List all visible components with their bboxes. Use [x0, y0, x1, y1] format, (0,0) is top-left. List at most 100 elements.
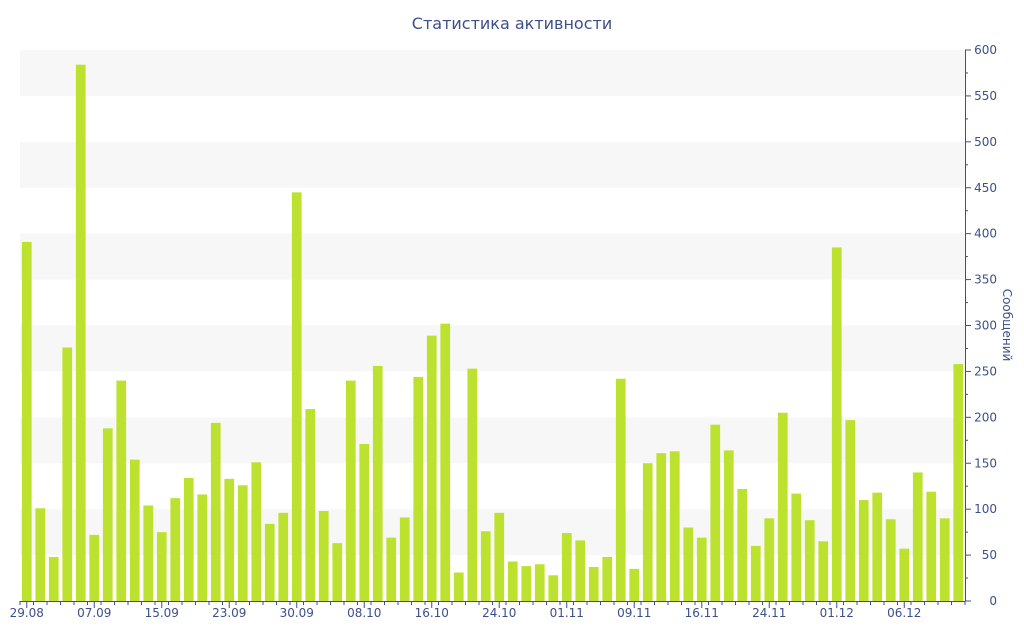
bar — [602, 556, 613, 601]
x-tick-label: 23.09 — [212, 606, 246, 620]
bar — [710, 424, 721, 601]
y-tick-label: 350 — [974, 273, 997, 287]
bar — [413, 376, 424, 601]
bar — [764, 518, 775, 601]
bar — [386, 537, 397, 601]
y-tick-label: 500 — [974, 135, 997, 149]
grid-bands — [20, 50, 965, 556]
bar — [696, 537, 707, 601]
bar — [723, 450, 734, 601]
x-tick-label: 24.10 — [482, 606, 516, 620]
grid-band — [20, 325, 965, 372]
y-axis: 0 50 100 150 200 250 300 350 400 450 500 550 600 — [965, 43, 997, 608]
bar — [440, 323, 451, 601]
bar — [548, 575, 559, 601]
bar — [62, 347, 73, 601]
bar — [399, 517, 410, 601]
bar — [426, 335, 437, 601]
x-tick-label: 06.12 — [887, 606, 921, 620]
y-tick-label: 150 — [974, 456, 997, 470]
x-axis: 29.08 07.09 15.09 23.09 30.09 08.10 16.10 24.10… — [10, 601, 966, 620]
bar — [804, 520, 815, 601]
bar — [777, 412, 788, 601]
bar — [521, 566, 532, 601]
y-tick-label: 300 — [974, 319, 997, 333]
x-tick-label: 29.08 — [10, 606, 44, 620]
bar — [372, 365, 383, 601]
x-tick-label: 16.10 — [415, 606, 449, 620]
y-tick-label: 400 — [974, 227, 997, 241]
bar — [858, 499, 869, 601]
x-tick-label: 07.09 — [77, 606, 111, 620]
bar — [494, 512, 505, 601]
bar — [588, 567, 599, 601]
y-tick-label: 450 — [974, 181, 997, 195]
x-tick-label: 15.09 — [145, 606, 179, 620]
bar — [912, 472, 923, 601]
bar — [264, 523, 275, 601]
bar — [89, 534, 100, 601]
bar — [683, 527, 694, 601]
bar — [791, 493, 802, 601]
bar — [656, 453, 667, 601]
grid-band — [20, 50, 965, 96]
y-tick-label: 0 — [989, 594, 997, 608]
bar — [926, 491, 937, 601]
y-tick-label: 250 — [974, 364, 997, 378]
y-tick-label: 550 — [974, 89, 997, 103]
bar — [102, 428, 113, 601]
bar — [278, 512, 289, 601]
bar — [642, 463, 653, 601]
bar — [48, 556, 59, 601]
x-tick-label: 08.10 — [347, 606, 381, 620]
bar — [845, 420, 856, 601]
bar — [251, 462, 262, 601]
bar — [831, 247, 842, 601]
x-tick-label: 30.09 — [280, 606, 314, 620]
bar — [170, 498, 181, 601]
y-tick-label: 100 — [974, 502, 997, 516]
bar — [534, 564, 545, 601]
bar — [156, 532, 167, 602]
bar — [561, 533, 572, 601]
bar — [143, 505, 154, 601]
bar — [737, 488, 748, 601]
y-tick-label: 50 — [982, 548, 997, 562]
y-axis-label: Сообщений — [1000, 289, 1014, 362]
bar — [345, 380, 356, 601]
bar — [507, 561, 518, 601]
y-tick-label: 600 — [974, 43, 997, 57]
bar — [183, 477, 194, 601]
grid-band — [20, 233, 965, 280]
bar — [818, 541, 829, 601]
bar — [899, 548, 910, 601]
grid-band — [20, 141, 965, 188]
bar — [615, 378, 626, 601]
bar — [318, 511, 329, 601]
bar — [291, 192, 302, 601]
bar — [197, 494, 208, 601]
bar — [35, 508, 46, 601]
bar — [129, 459, 140, 601]
bar — [224, 478, 235, 601]
bar — [332, 543, 343, 601]
bar — [305, 409, 316, 601]
bars — [21, 64, 964, 602]
bar — [237, 485, 248, 601]
bar — [453, 572, 464, 601]
bar — [885, 519, 896, 601]
x-tick-label: 09.11 — [617, 606, 651, 620]
bar — [872, 492, 883, 601]
bar — [575, 540, 586, 601]
bar — [467, 368, 478, 601]
bar — [480, 531, 491, 601]
x-tick-label: 24.11 — [752, 606, 786, 620]
x-tick-label: 16.11 — [685, 606, 719, 620]
grid-band — [20, 417, 965, 464]
y-tick-label: 200 — [974, 410, 997, 424]
chart-title: Статистика активности — [411, 14, 613, 33]
bar — [629, 568, 640, 601]
bar — [75, 64, 86, 601]
